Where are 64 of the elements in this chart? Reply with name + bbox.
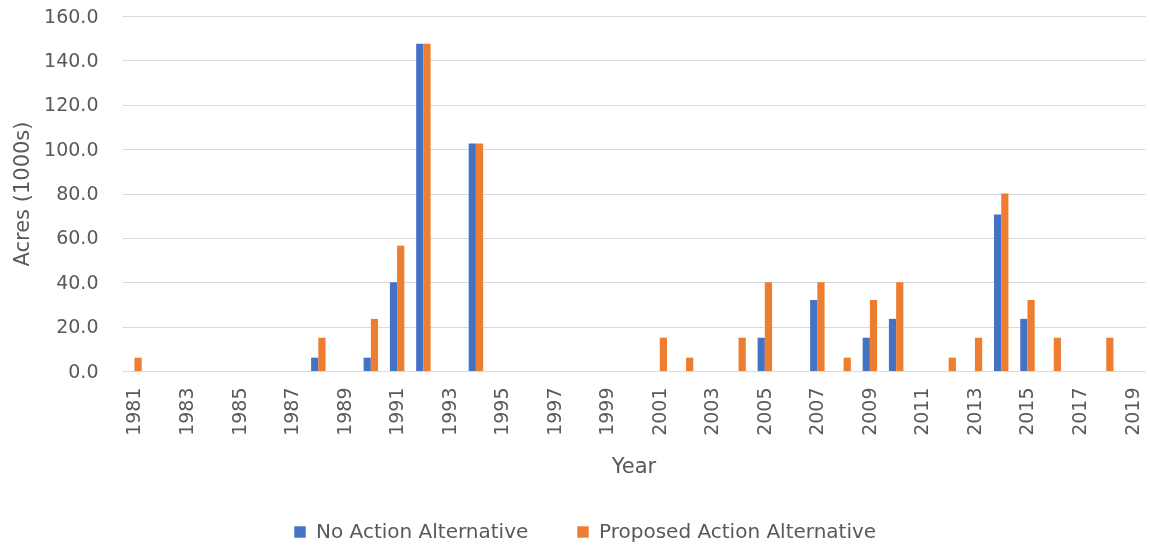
x-tick-label: 1985 [227, 387, 250, 436]
x-tick-label: 2011 [910, 387, 933, 436]
bar [475, 143, 484, 371]
x-tick-label: 1991 [385, 387, 408, 436]
x-tick-label: 1993 [437, 387, 460, 436]
x-tick-label: 2003 [700, 387, 723, 436]
legend-label: Proposed Action Alternative [599, 519, 877, 543]
bar [1001, 193, 1009, 371]
bar [423, 43, 431, 371]
x-tick-label: 2015 [1015, 387, 1038, 436]
bar [862, 337, 870, 371]
bar [416, 43, 424, 371]
bar [363, 357, 371, 371]
bar [468, 143, 476, 371]
x-tick-label: 1987 [280, 387, 303, 436]
y-tick-label: 20.0 [56, 315, 99, 338]
bar [134, 357, 142, 371]
bar [1020, 318, 1028, 371]
x-tick-label: 1989 [332, 387, 355, 436]
bar [993, 214, 1002, 371]
bar [318, 337, 326, 371]
x-tick-label: 2013 [962, 387, 985, 436]
bar [896, 282, 904, 371]
x-tick-label: 2009 [857, 387, 880, 436]
bar [686, 357, 694, 371]
bar [311, 357, 319, 371]
x-tick-label: 1997 [542, 387, 565, 436]
y-axis-title: Acres (1000s) [10, 121, 35, 267]
bar [1106, 337, 1114, 371]
x-tick-label: 2007 [805, 387, 828, 436]
bar [810, 300, 818, 371]
bar [757, 337, 765, 371]
bar [817, 282, 825, 371]
bar [738, 337, 746, 371]
bar [389, 282, 398, 371]
y-tick-label: 0.0 [68, 359, 99, 382]
bar [370, 318, 379, 371]
y-tick-label: 100.0 [44, 137, 99, 160]
y-tick-label: 120.0 [44, 93, 99, 116]
x-tick-label: 1995 [490, 387, 513, 436]
bar [1053, 337, 1061, 371]
bar [397, 245, 405, 371]
y-tick-label: 160.0 [44, 4, 99, 27]
x-tick-label: 1983 [175, 387, 197, 436]
x-tick-label: 2005 [752, 387, 775, 436]
x-axis-title: Year [610, 453, 657, 478]
x-tick-label: 1999 [595, 387, 618, 436]
y-tick-label: 80.0 [56, 182, 99, 204]
x-tick-label: 2017 [1068, 387, 1090, 436]
legend-label: No Action Alternative [316, 519, 529, 543]
bar [659, 337, 667, 371]
x-tick-label: 1981 [122, 387, 145, 436]
bar [974, 337, 983, 371]
bar [869, 300, 878, 371]
bar [948, 357, 956, 371]
bar [888, 318, 897, 371]
bar [843, 357, 851, 371]
y-tick-label: 40.0 [56, 270, 99, 293]
x-tick-label: 2019 [1120, 387, 1143, 436]
bar [764, 282, 773, 371]
y-tick-label: 140.0 [44, 48, 99, 71]
y-tick-label: 60.0 [56, 226, 99, 249]
x-tick-label: 2001 [647, 387, 670, 436]
bar [1027, 300, 1035, 371]
